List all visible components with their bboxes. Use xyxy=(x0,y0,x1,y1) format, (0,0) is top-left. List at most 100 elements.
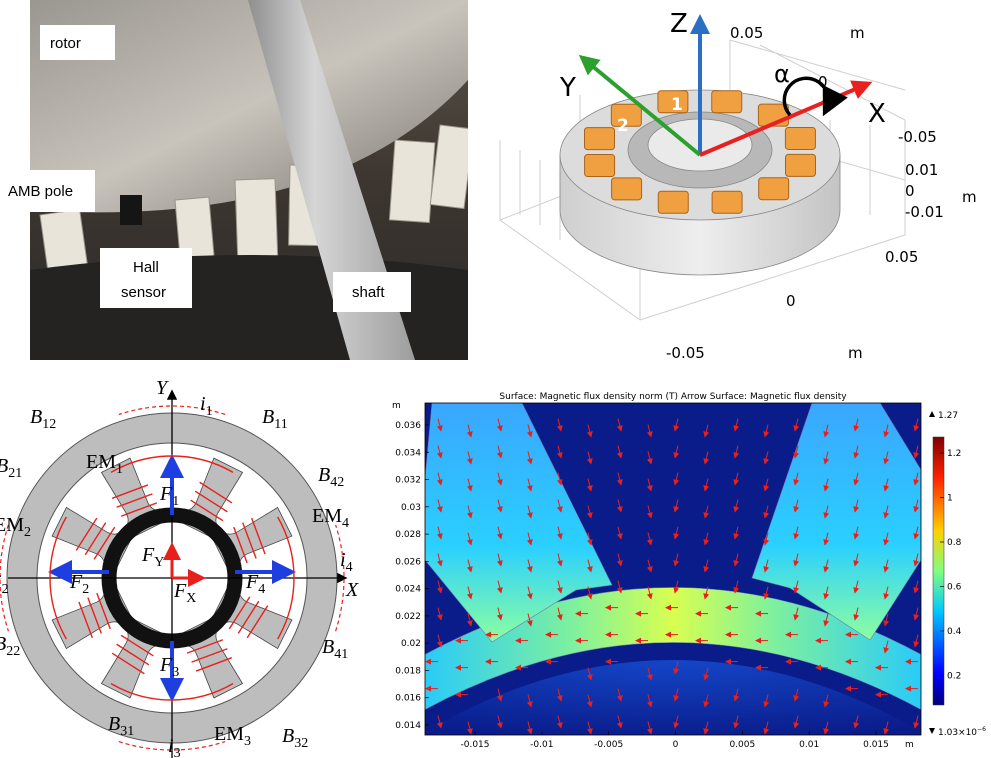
symbol-main: B xyxy=(30,406,42,428)
axis-tick: 0.01 xyxy=(905,161,938,179)
photo-label: AMB pole xyxy=(8,183,73,200)
symbol-sub: 3 xyxy=(174,746,181,758)
symbol-label: B11 xyxy=(262,406,288,432)
symbol-label: B22 xyxy=(0,633,20,659)
symbol-label: EM3 xyxy=(214,723,251,749)
symbol-sub: 12 xyxy=(42,417,56,432)
axis-tick: 0 xyxy=(905,182,915,200)
symbol-main: EM xyxy=(86,451,116,473)
coil xyxy=(584,128,614,150)
colorbar-max: 1.27 xyxy=(938,411,958,421)
symbol-main: B xyxy=(108,713,120,735)
plot-title: Surface: Magnetic flux density norm (T) … xyxy=(499,392,847,402)
colorbar-tick-label: 0.2 xyxy=(947,672,961,682)
photo-label: Hall xyxy=(133,259,159,276)
y-tick-label: 0.026 xyxy=(395,557,421,567)
symbol-label: B32 xyxy=(282,725,308,751)
x-tick-label: -0.005 xyxy=(594,740,623,750)
max-marker xyxy=(929,411,935,417)
symbol-sub: 32 xyxy=(294,736,308,751)
symbol-sub: 2 xyxy=(24,525,31,540)
x-tick-label: 0 xyxy=(673,740,679,750)
y-tick-label: 0.02 xyxy=(401,639,421,649)
coil xyxy=(786,154,816,176)
figure: rotor AMB pole Hall sensor shaft Z Y X α… xyxy=(0,0,991,758)
symbol-main: B xyxy=(322,636,334,658)
symbol-label: B41 xyxy=(322,636,348,662)
symbol-label: B12 xyxy=(30,406,56,432)
min-exponent: −6 xyxy=(977,726,986,733)
axis-unit: m xyxy=(962,188,977,206)
coil xyxy=(712,91,742,113)
symbol-main: EM xyxy=(0,514,24,536)
axis-label: Y xyxy=(156,377,169,399)
axis-label: X xyxy=(345,579,359,601)
axis-tick: -0.05 xyxy=(666,344,705,362)
symbol-main: EM xyxy=(214,723,244,745)
symbol-sub: 2 xyxy=(2,582,9,597)
y-tick-label: 0.032 xyxy=(395,476,421,486)
symbol-sub: 22 xyxy=(6,644,20,659)
y-tick-label: 0.034 xyxy=(395,448,421,458)
symbol-sub: 3 xyxy=(172,665,179,680)
colorbar-tick-label: 0.6 xyxy=(947,583,962,593)
x-tick-label: -0.015 xyxy=(460,740,489,750)
y-tick-label: 0.022 xyxy=(395,612,421,622)
symbol-sub: 21 xyxy=(8,466,22,481)
y-tick-label: 0.03 xyxy=(401,503,421,513)
symbol-main: B xyxy=(0,455,8,477)
y-tick-label: 0.014 xyxy=(395,721,421,731)
coil xyxy=(785,127,815,149)
x-tick-label: 0.005 xyxy=(729,740,755,750)
coil xyxy=(585,155,615,177)
symbol-sub: Y xyxy=(154,555,164,570)
pole-tooth xyxy=(235,179,278,260)
symbol-sub: 3 xyxy=(244,734,251,749)
coil xyxy=(658,191,688,213)
axis-unit: m xyxy=(848,344,863,362)
colorbar-min: 1.03×10−6 xyxy=(938,726,986,738)
axis-tick: -0.01 xyxy=(905,203,944,221)
photo-label: sensor xyxy=(121,284,166,301)
symbol-sub: 4 xyxy=(346,560,353,575)
field-plot xyxy=(380,403,966,758)
symbol-sub: 31 xyxy=(120,724,134,739)
symbol-sub: 42 xyxy=(330,475,344,490)
coil xyxy=(612,178,642,200)
symbol-sub: 1 xyxy=(116,462,123,477)
colorbar xyxy=(933,437,944,705)
axis-tick: 0 xyxy=(818,73,828,91)
hall-chip xyxy=(120,195,142,225)
photo-label: shaft xyxy=(352,284,385,301)
min-mantissa: 1.03×10 xyxy=(938,728,977,738)
axis-unit: m xyxy=(905,740,914,750)
symbol-sub: 1 xyxy=(206,404,213,419)
pole-tooth xyxy=(389,140,434,223)
symbol-sub: 11 xyxy=(274,417,287,432)
symbol-label: B21 xyxy=(0,455,22,481)
schematic-panel xyxy=(0,392,345,758)
axis-tick: -0.05 xyxy=(898,128,937,146)
axis-label: Z xyxy=(670,9,688,39)
colorbar-tick-label: 0.8 xyxy=(947,538,962,548)
coil xyxy=(759,178,789,200)
symbol-sub: 1 xyxy=(172,494,179,509)
symbol-main: F xyxy=(69,571,83,593)
axis-tick: 0 xyxy=(786,292,796,310)
y-tick-label: 0.036 xyxy=(395,421,421,431)
pole-number: 2 xyxy=(617,116,629,136)
symbol-main: B xyxy=(262,406,274,428)
symbol-sub: X xyxy=(186,591,196,606)
pole-number: 1 xyxy=(671,95,683,115)
min-marker xyxy=(929,728,935,734)
photo-label: rotor xyxy=(50,35,81,52)
symbol-label: B42 xyxy=(318,464,344,490)
axis-tick: 0.05 xyxy=(730,24,763,42)
axis-label: X xyxy=(868,99,886,129)
symbol-main: F xyxy=(159,483,173,505)
symbol-sub: 2 xyxy=(82,582,89,597)
symbol-main: F xyxy=(141,544,155,566)
colorbar-tick-label: 1 xyxy=(947,494,953,504)
axis-tick: 0.05 xyxy=(885,248,918,266)
symbol-main: F xyxy=(245,571,259,593)
